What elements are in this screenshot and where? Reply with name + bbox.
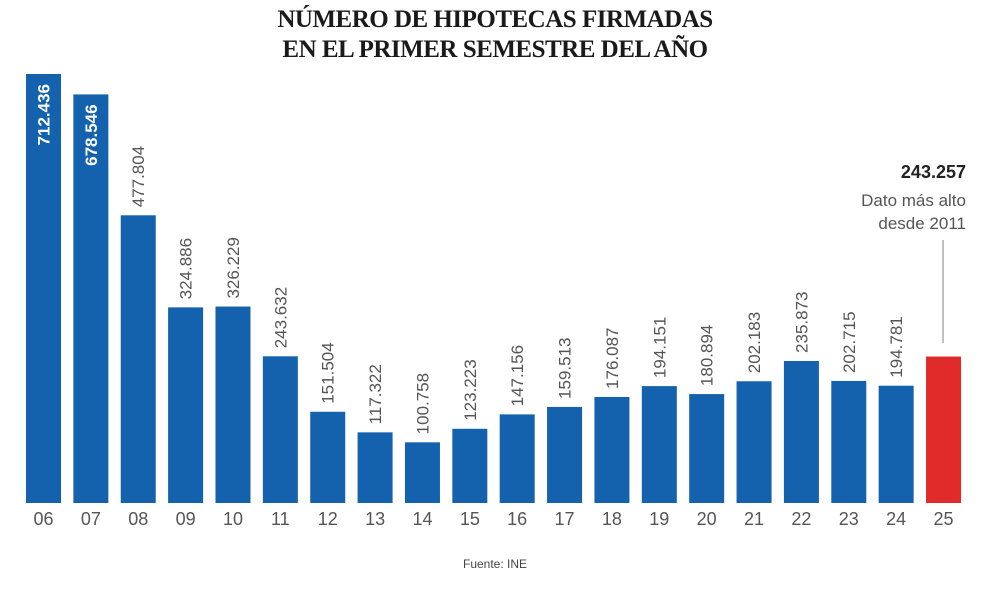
x-tick-label: 15 [460, 509, 480, 529]
x-tick-label: 13 [365, 509, 385, 529]
source-note: Fuente: INE [462, 557, 528, 571]
data-label: 202.715 [840, 311, 859, 372]
x-tick-label: 08 [128, 509, 148, 529]
data-label: 194.151 [650, 317, 669, 378]
x-tick-label: 20 [697, 509, 717, 529]
bar-21 [736, 381, 772, 503]
x-tick-label: 18 [602, 509, 622, 529]
bar-07 [73, 94, 109, 504]
data-label: 159.513 [556, 337, 575, 398]
bar-22 [783, 360, 819, 503]
bar-25 [926, 356, 962, 503]
chart-title-line-1: NÚMERO DE HIPOTECAS FIRMADAS [277, 6, 713, 33]
bar-10 [215, 306, 251, 503]
data-label: 324.886 [177, 238, 196, 299]
data-label: 243.632 [271, 287, 290, 348]
bar-11 [262, 356, 298, 503]
data-label: 151.504 [319, 342, 338, 403]
data-label: 147.156 [508, 345, 527, 406]
x-tick-label: 23 [839, 509, 859, 529]
data-label: 477.804 [129, 146, 148, 207]
data-label: 678.546 [82, 104, 101, 165]
bar-13 [357, 432, 393, 503]
data-label: 712.436 [35, 84, 54, 145]
x-tick-label: 19 [649, 509, 669, 529]
bar-15 [452, 428, 488, 503]
annotation-line-2: desde 2011 [878, 214, 966, 233]
bar-08 [120, 215, 156, 503]
x-tick-label: 07 [81, 509, 101, 529]
bar-18 [594, 396, 630, 503]
data-label: 117.322 [366, 364, 385, 424]
bar-19 [641, 386, 677, 503]
x-tick-label: 21 [744, 509, 764, 529]
data-label: 180.894 [698, 325, 717, 386]
bar-20 [689, 394, 725, 503]
bar-12 [310, 411, 346, 503]
data-label: 123.223 [461, 359, 480, 420]
x-tick-label: 09 [176, 509, 196, 529]
x-tick-label: 16 [507, 509, 527, 529]
data-label: 176.087 [603, 328, 622, 389]
data-label: 202.183 [745, 312, 764, 373]
x-tick-label: 22 [791, 509, 811, 529]
bar-17 [547, 406, 583, 503]
bar-16 [499, 414, 535, 503]
bar-14 [404, 442, 440, 503]
x-tick-label: 11 [271, 509, 290, 529]
data-label: 100.758 [413, 373, 432, 434]
data-label: 326.229 [224, 237, 243, 298]
x-tick-label: 14 [412, 509, 432, 529]
x-tick-label: 25 [934, 509, 954, 529]
bar-06 [26, 74, 61, 503]
bar-24 [878, 385, 914, 503]
x-tick-label: 17 [555, 509, 575, 529]
x-tick-label: 10 [223, 509, 243, 529]
annotation-line-1: Dato más alto [861, 191, 966, 210]
annotation: 243.257 Dato más alto desde 2011 [861, 162, 966, 343]
annotation-value: 243.257 [901, 162, 966, 182]
x-tick-label: 06 [33, 509, 53, 529]
bar-23 [831, 380, 867, 503]
data-label: 235.873 [792, 292, 811, 353]
bar-09 [168, 307, 204, 503]
x-tick-label: 24 [886, 509, 906, 529]
chart-title: NÚMERO DE HIPOTECAS FIRMADAS EN EL PRIME… [0, 5, 990, 65]
data-label: 194.781 [887, 316, 906, 377]
x-tick-label: 12 [318, 509, 338, 529]
chart-title-line-2: EN EL PRIMER SEMESTRE DEL AÑO [282, 36, 708, 63]
